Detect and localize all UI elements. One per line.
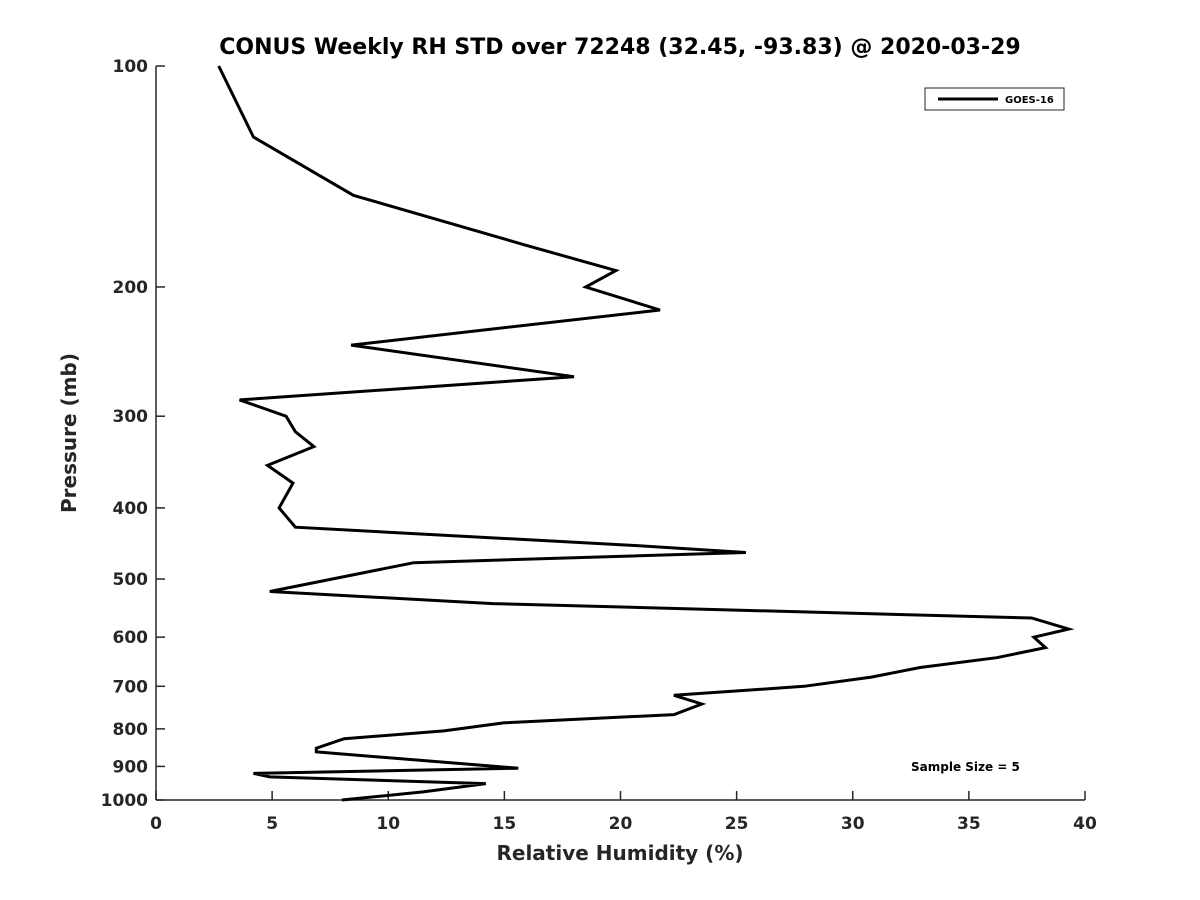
x-tick-label: 10 (376, 814, 400, 834)
x-tick-label: 20 (609, 814, 633, 834)
chart-title: CONUS Weekly RH STD over 72248 (32.45, -… (219, 35, 1020, 60)
x-ticks: 0 5 10 15 20 25 30 35 40 (150, 791, 1097, 834)
y-tick-label: 700 (113, 677, 149, 697)
y-ticks: 100 200 300 400 500 600 700 800 900 1000 (101, 57, 165, 811)
x-tick-label: 35 (957, 814, 981, 834)
sample-size-annotation: Sample Size = 5 (911, 760, 1020, 774)
y-tick-label: 100 (113, 57, 149, 77)
legend-label-goes-16: GOES-16 (1005, 95, 1054, 106)
y-tick-label: 900 (113, 757, 149, 777)
x-tick-label: 25 (725, 814, 749, 834)
series-line-goes-16 (217, 65, 1075, 802)
x-axis: 0 5 10 15 20 25 30 35 40 Relative Humidity (%) (150, 791, 1097, 865)
y-tick-label: 500 (113, 570, 149, 590)
y-tick-label: 800 (113, 720, 149, 740)
y-tick-label: 200 (113, 278, 149, 298)
x-axis-label: Relative Humidity (%) (496, 841, 743, 865)
x-tick-label: 15 (493, 814, 517, 834)
y-axis: 100 200 300 400 500 600 700 800 900 1000 Pressure… (57, 57, 165, 811)
y-tick-label: 600 (113, 628, 149, 648)
plot-area (156, 66, 1085, 800)
y-axis-label: Pressure (mb) (57, 353, 81, 513)
x-tick-label: 40 (1073, 814, 1097, 834)
x-tick-label: 0 (150, 814, 162, 834)
series-layer (217, 65, 1075, 802)
y-tick-label: 1000 (101, 791, 148, 811)
legend: GOES-16 (924, 87, 1065, 111)
x-tick-label: 30 (841, 814, 865, 834)
x-tick-label: 5 (266, 814, 278, 834)
y-tick-label: 300 (113, 407, 149, 427)
y-tick-label: 400 (113, 499, 149, 519)
